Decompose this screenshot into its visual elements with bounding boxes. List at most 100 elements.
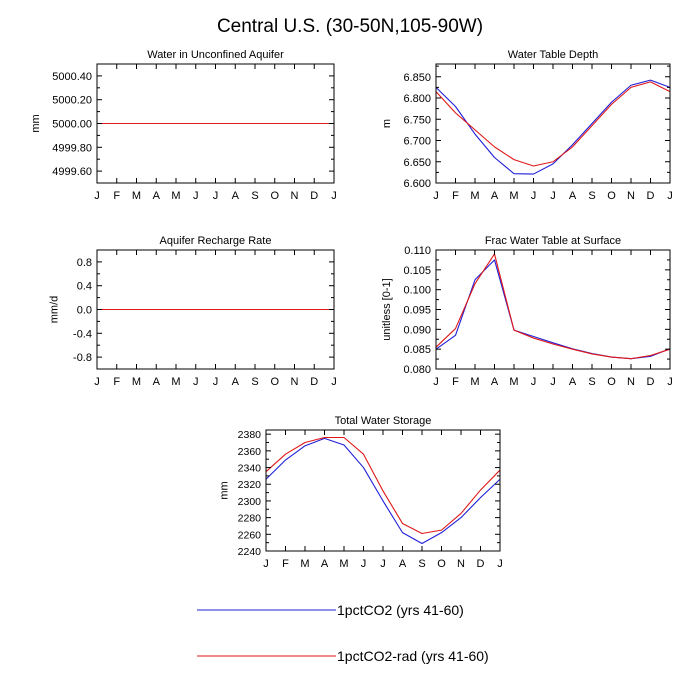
x-tick-label: D [477,558,485,570]
x-tick-label: J [550,190,556,202]
series-line-1pctco2 [265,437,501,545]
x-tick-label: A [153,190,161,202]
y-tick-label: 2340 [238,463,262,475]
x-tick-label: M [470,190,479,202]
y-tick-label: 6.700 [403,136,431,148]
x-tick-label: M [339,558,348,570]
x-tick-label: F [113,376,120,388]
panel-title: Water in Unconfined Aquifer [147,49,284,61]
x-tick-label: O [437,558,446,570]
x-tick-label: F [452,190,459,202]
x-tick-label: J [380,558,386,570]
x-tick-label: J [331,376,337,388]
series-group [435,253,671,360]
x-tick-label: J [433,190,439,202]
x-tick-label: A [491,376,499,388]
x-tick-label: M [300,558,309,570]
y-tick-label: 2300 [238,496,262,508]
y-tick-label: 0.8 [77,257,92,269]
series-group [265,436,501,545]
x-tick-label: J [263,558,269,570]
x-tick-label: J [550,376,556,388]
x-tick-label: D [310,190,318,202]
x-tick-label: J [213,190,219,202]
figure-title: Central U.S. (30-50N,105-90W) [217,16,483,37]
x-tick-label: O [270,376,279,388]
y-tick-label: 0.100 [403,285,431,297]
x-tick-label: M [132,376,141,388]
x-tick-label: A [232,376,240,388]
y-tick-label: 0.095 [403,305,431,317]
y-tick-label: 4999.60 [52,166,92,178]
y-tick-label: 2240 [238,546,262,558]
y-axis-label: mm [30,114,42,132]
y-tick-label: 6.750 [403,114,431,126]
series-line-1pctco2-rad [435,253,671,360]
legend: 1pctCO2 (yrs 41-60) 1pctCO2-rad (yrs 41-… [197,602,489,664]
ticks [96,249,335,370]
x-tick-label: S [588,376,595,388]
x-tick-label: D [310,376,318,388]
x-tick-label: M [509,190,518,202]
plot-frame [435,249,671,370]
series-line-1pctco2 [435,79,671,175]
x-tick-label: N [627,376,635,388]
series-line-1pctco2-rad [265,436,501,535]
x-tick-label: M [509,376,518,388]
y-tick-label: 2380 [238,429,262,441]
ticks [265,430,501,552]
x-tick-label: F [282,558,289,570]
plot-frame [435,63,671,184]
x-tick-label: J [193,376,199,388]
x-tick-label: M [132,190,141,202]
x-tick-label: M [470,376,479,388]
panel-title: Aquifer Recharge Rate [160,235,272,247]
y-tick-label: 2360 [238,446,262,458]
series-line-1pctco2-rad [435,81,671,167]
x-tick-label: J [667,376,673,388]
x-tick-label: J [193,190,199,202]
x-tick-label: N [291,190,299,202]
y-tick-label: 0.085 [403,344,431,356]
y-tick-label: 0.4 [77,281,92,293]
y-tick-label: 4999.80 [52,142,92,154]
y-tick-label: 2320 [238,479,262,491]
x-tick-label: A [491,190,499,202]
x-tick-label: J [531,190,537,202]
y-tick-label: 0.080 [403,364,431,376]
x-tick-label: A [232,190,240,202]
y-axis-label: mm/d [48,296,60,324]
y-tick-label: -0.8 [73,352,92,364]
x-tick-label: O [607,190,616,202]
x-tick-label: M [171,376,180,388]
x-tick-label: D [647,376,655,388]
x-tick-label: S [251,190,258,202]
y-tick-label: 5000.20 [52,95,92,107]
x-tick-label: A [569,190,577,202]
x-tick-label: A [153,376,161,388]
panel-title: Total Water Storage [335,415,432,427]
x-tick-label: S [418,558,425,570]
y-tick-label: 6.600 [403,178,431,190]
y-tick-label: 0.105 [403,265,431,277]
y-tick-label: 0.0 [77,305,92,317]
x-tick-label: J [361,558,367,570]
x-tick-label: A [569,376,577,388]
x-tick-label: J [94,190,100,202]
x-tick-label: O [270,190,279,202]
x-tick-label: J [94,376,100,388]
panel-title: Frac Water Table at Surface [485,235,621,247]
ticks [435,249,671,370]
x-tick-label: A [399,558,407,570]
y-tick-label: 6.850 [403,72,431,84]
x-tick-label: N [291,376,299,388]
y-tick-label: -0.4 [73,328,92,340]
y-tick-label: 5000.40 [52,71,92,83]
y-tick-label: 6.650 [403,157,431,169]
legend-label-1pctco2: 1pctCO2 (yrs 41-60) [337,602,464,618]
